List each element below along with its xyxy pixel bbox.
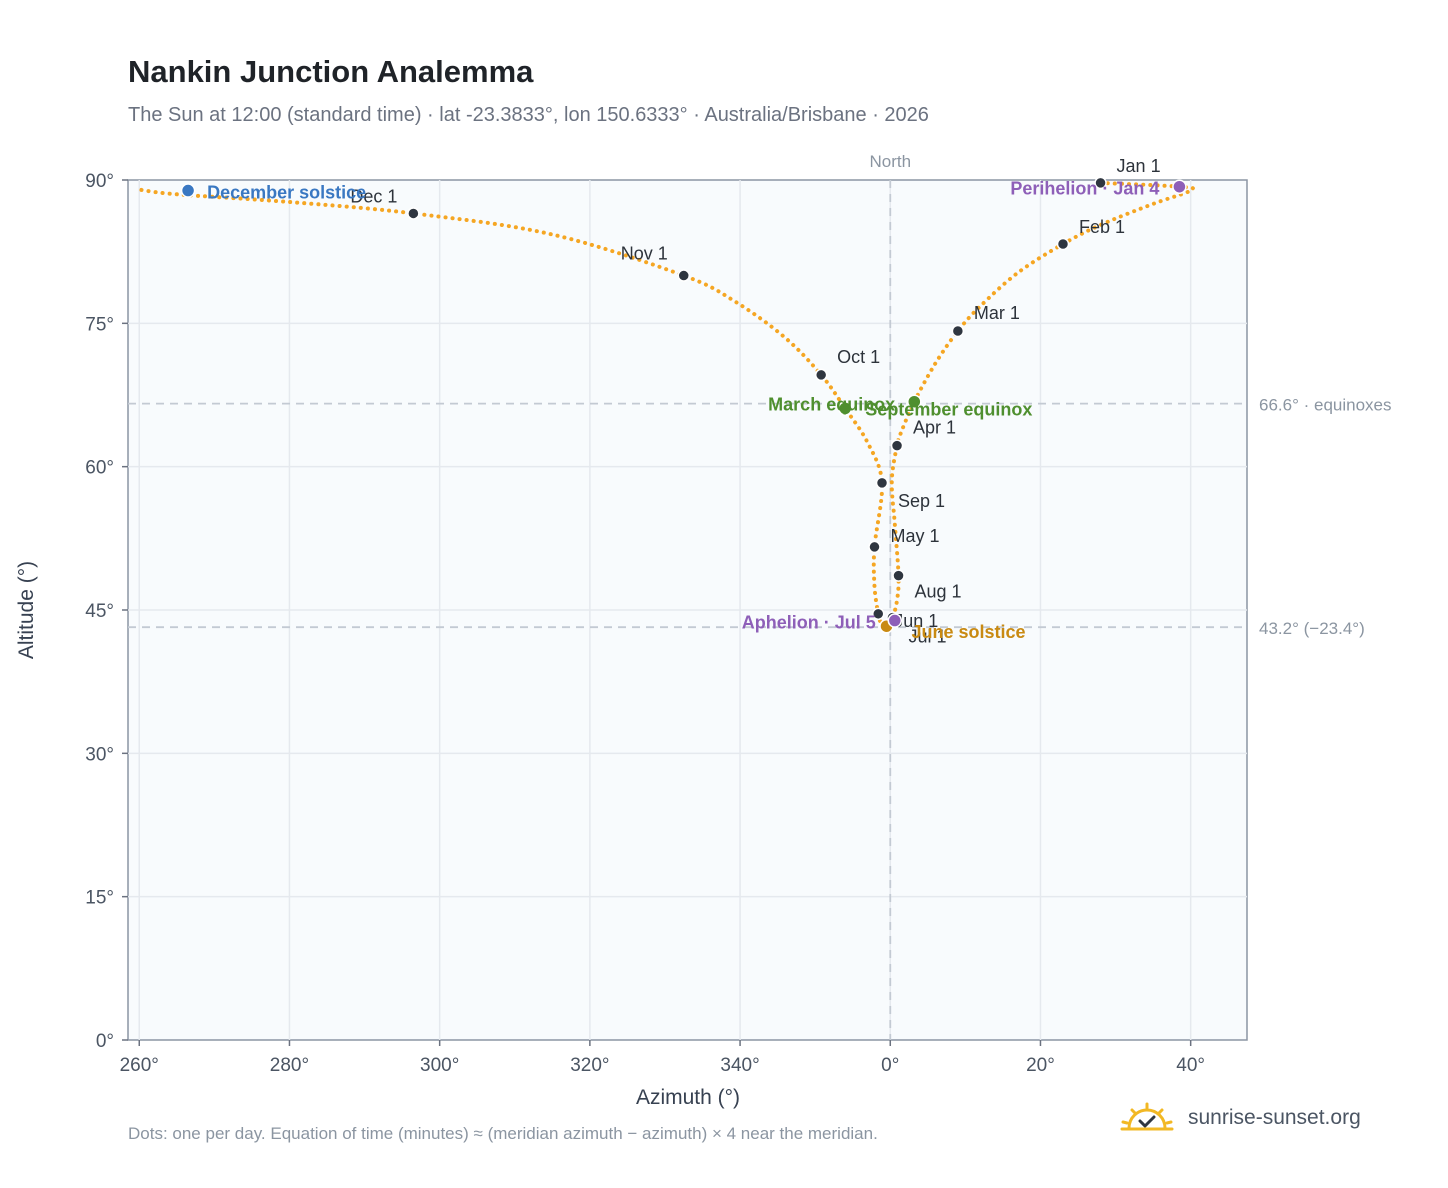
altitude-reference-label: 43.2° (−23.4°) bbox=[1259, 619, 1365, 638]
month-marker-label: Jan 1 bbox=[1117, 156, 1161, 176]
y-tick-label: 0° bbox=[96, 1031, 114, 1052]
x-axis-label: Azimuth (°) bbox=[636, 1086, 740, 1109]
month-marker bbox=[872, 607, 885, 621]
footnote: Dots: one per day. Equation of time (min… bbox=[128, 1124, 878, 1143]
month-marker-label: Oct 1 bbox=[837, 347, 880, 367]
month-marker-label: May 1 bbox=[891, 526, 940, 546]
chart-title: Nankin Junction Analemma bbox=[128, 54, 534, 89]
x-tick-label: 340° bbox=[720, 1055, 759, 1076]
month-marker bbox=[814, 368, 828, 382]
month-marker-label: Feb 1 bbox=[1079, 217, 1125, 237]
event-marker bbox=[887, 613, 903, 628]
sun-check-icon bbox=[1120, 1102, 1174, 1131]
chart-subtitle: The Sun at 12:00 (standard time) · lat -… bbox=[128, 104, 929, 126]
month-marker-label: Jul 1 bbox=[909, 627, 947, 647]
x-tick-label: 20° bbox=[1026, 1055, 1055, 1076]
event-label: March equinox bbox=[768, 394, 895, 414]
event-marker bbox=[837, 401, 853, 416]
month-marker bbox=[868, 540, 881, 554]
brand-link[interactable]: sunrise-sunset.org bbox=[1120, 1102, 1361, 1134]
y-tick-label: 45° bbox=[85, 601, 114, 622]
x-tick-label: 320° bbox=[570, 1055, 609, 1076]
x-tick-label: 280° bbox=[270, 1055, 309, 1076]
x-tick-label: 300° bbox=[420, 1055, 459, 1076]
north-label: North bbox=[869, 152, 911, 171]
month-marker-label: Nov 1 bbox=[621, 244, 668, 264]
y-tick-label: 60° bbox=[85, 458, 114, 479]
month-marker-label: Jun 1 bbox=[894, 611, 938, 631]
reference-lines: North 66.6° · equinoxes 43.2° (−23.4°) bbox=[128, 152, 1392, 1040]
month-marker-label: Mar 1 bbox=[974, 303, 1020, 323]
brand-name: sunrise-sunset.org bbox=[1188, 1106, 1361, 1129]
month-marker-label: Sep 1 bbox=[898, 491, 945, 511]
event-label: September equinox bbox=[865, 400, 1032, 420]
month-marker-label: Dec 1 bbox=[350, 186, 397, 206]
event-marker bbox=[180, 183, 196, 198]
axis-ticks: 260° 280° 300° 320° 340° 0° 20° 40° 0° 15° 30° 45° 6… bbox=[85, 171, 1205, 1076]
y-tick-label: 75° bbox=[85, 314, 114, 335]
x-tick-label: 260° bbox=[120, 1055, 159, 1076]
month-marker bbox=[1094, 176, 1107, 190]
y-tick-label: 90° bbox=[85, 171, 114, 192]
grid-lines bbox=[128, 180, 1247, 1040]
y-axis-label: Altitude (°) bbox=[15, 561, 38, 659]
month-marker-label: Apr 1 bbox=[913, 418, 956, 438]
x-tick-label: 0° bbox=[881, 1055, 899, 1076]
y-tick-label: 30° bbox=[85, 744, 114, 765]
analemma-curve bbox=[137, 180, 1196, 629]
month-marker-label: Aug 1 bbox=[915, 582, 962, 602]
event-label: Perihelion · Jan 4 bbox=[1010, 179, 1159, 199]
month-marker bbox=[677, 269, 690, 282]
analemma-daily-dots bbox=[137, 180, 1196, 629]
month-marker bbox=[890, 439, 904, 452]
month-marker bbox=[951, 324, 965, 338]
event-label: December solstice bbox=[207, 183, 366, 203]
month-marker bbox=[892, 569, 905, 582]
event-label: June solstice bbox=[912, 622, 1026, 642]
event-marker bbox=[907, 394, 922, 409]
y-tick-label: 15° bbox=[85, 888, 114, 909]
month-marker bbox=[407, 207, 420, 220]
event-label: Aphelion · Jul 5 bbox=[742, 613, 876, 633]
altitude-reference-label: 66.6° · equinoxes bbox=[1259, 396, 1392, 415]
event-markers: December solstice March equinoxSeptember … bbox=[180, 179, 1187, 642]
event-marker bbox=[1172, 179, 1187, 194]
month-marker bbox=[1056, 237, 1070, 251]
month-marker bbox=[875, 476, 889, 490]
x-tick-label: 40° bbox=[1176, 1055, 1205, 1076]
